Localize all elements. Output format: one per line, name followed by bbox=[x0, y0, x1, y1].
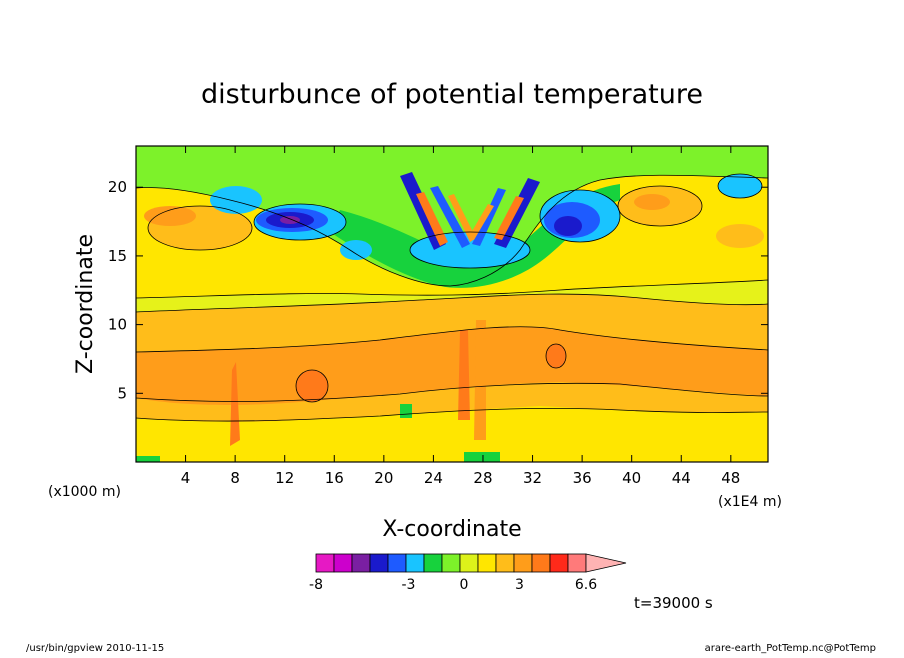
colorbar-tick-label: 6.6 bbox=[575, 577, 597, 593]
colorbar-cell bbox=[351, 553, 371, 573]
time-label: t=39000 s bbox=[634, 594, 713, 612]
colorbar-tick-label: -8 bbox=[309, 577, 323, 593]
colorbar-cell bbox=[531, 553, 551, 573]
field-anomaly-cyan-1 bbox=[210, 186, 262, 214]
x-tick-label: 48 bbox=[721, 469, 740, 487]
x-tick-label: 12 bbox=[275, 469, 294, 487]
footer-right: arare-earth_PotTemp.nc@PotTemp bbox=[705, 643, 876, 654]
colorbar-tick-label: 0 bbox=[459, 577, 468, 593]
y-tick-label: 20 bbox=[108, 178, 127, 196]
colorbar-cell bbox=[423, 553, 443, 573]
x-tick-label: 40 bbox=[622, 469, 641, 487]
x-axis: 4 8 12 16 20 24 28 32 36 40 44 48 bbox=[181, 146, 740, 487]
y-tick-label: 15 bbox=[108, 247, 127, 265]
x-tick-label: 16 bbox=[325, 469, 344, 487]
field-wave-pattern bbox=[400, 172, 540, 250]
colorbar-cell bbox=[315, 553, 335, 573]
field-blob-left-orange-core bbox=[144, 206, 196, 226]
field-anomaly-cyan-6 bbox=[340, 240, 372, 260]
chart-title: disturbunce of potential temperature bbox=[201, 79, 703, 110]
colorbar-cell bbox=[477, 553, 497, 573]
colorbar-arrow bbox=[585, 553, 627, 573]
y-tick-label: 10 bbox=[108, 316, 127, 334]
colorbar-cell bbox=[369, 553, 389, 573]
colorbar-cell bbox=[459, 553, 479, 573]
field-band-orange-core bbox=[136, 326, 768, 405]
x-tick-label: 32 bbox=[523, 469, 542, 487]
field-contours bbox=[136, 173, 768, 422]
y-axis: 5 10 15 20 bbox=[108, 178, 768, 402]
colorbar-cell bbox=[513, 553, 533, 573]
x-tick-label: 8 bbox=[230, 469, 240, 487]
colorbar-ticks: -8 -3 0 3 6.6 bbox=[309, 577, 597, 593]
field-upper-green-dark bbox=[330, 184, 620, 288]
colorbar bbox=[315, 553, 627, 573]
plot-area bbox=[136, 146, 768, 462]
x-tick-label: 28 bbox=[473, 469, 492, 487]
x-tick-label: 4 bbox=[181, 469, 191, 487]
footer-left: /usr/bin/gpview 2010-11-15 bbox=[26, 643, 164, 654]
colorbar-cell bbox=[405, 553, 425, 573]
x-unit-right: (x1E4 m) bbox=[718, 494, 782, 510]
plot-frame bbox=[135, 145, 769, 463]
field-blob-mid-red bbox=[546, 344, 566, 368]
field-anomaly-cyan-4 bbox=[718, 174, 762, 198]
field-blob-far-right-orange bbox=[716, 224, 764, 248]
field-anomaly-purple-1 bbox=[280, 216, 300, 224]
colorbar-cell bbox=[441, 553, 461, 573]
colorbar-cell bbox=[387, 553, 407, 573]
colorbar-cell bbox=[549, 553, 569, 573]
field-anomaly-navy-2 bbox=[554, 216, 582, 236]
x-tick-label: 36 bbox=[573, 469, 592, 487]
colorbar-cell bbox=[495, 553, 515, 573]
colorbar-cell bbox=[567, 553, 587, 573]
x-tick-label: 24 bbox=[424, 469, 443, 487]
colorbar-tick-label: 3 bbox=[515, 577, 524, 593]
x-axis-label: X-coordinate bbox=[382, 517, 521, 542]
colorbar-cell bbox=[333, 553, 353, 573]
x-unit-left: (x1000 m) bbox=[48, 484, 121, 500]
x-tick-label: 44 bbox=[672, 469, 691, 487]
y-axis-label: Z-coordinate bbox=[73, 234, 98, 374]
x-tick-label: 20 bbox=[374, 469, 393, 487]
y-tick-label: 5 bbox=[117, 384, 127, 402]
colorbar-tick-label: -3 bbox=[401, 577, 415, 593]
field-blob-low-red bbox=[296, 370, 328, 402]
field-blob-right-orange-core bbox=[634, 194, 670, 210]
